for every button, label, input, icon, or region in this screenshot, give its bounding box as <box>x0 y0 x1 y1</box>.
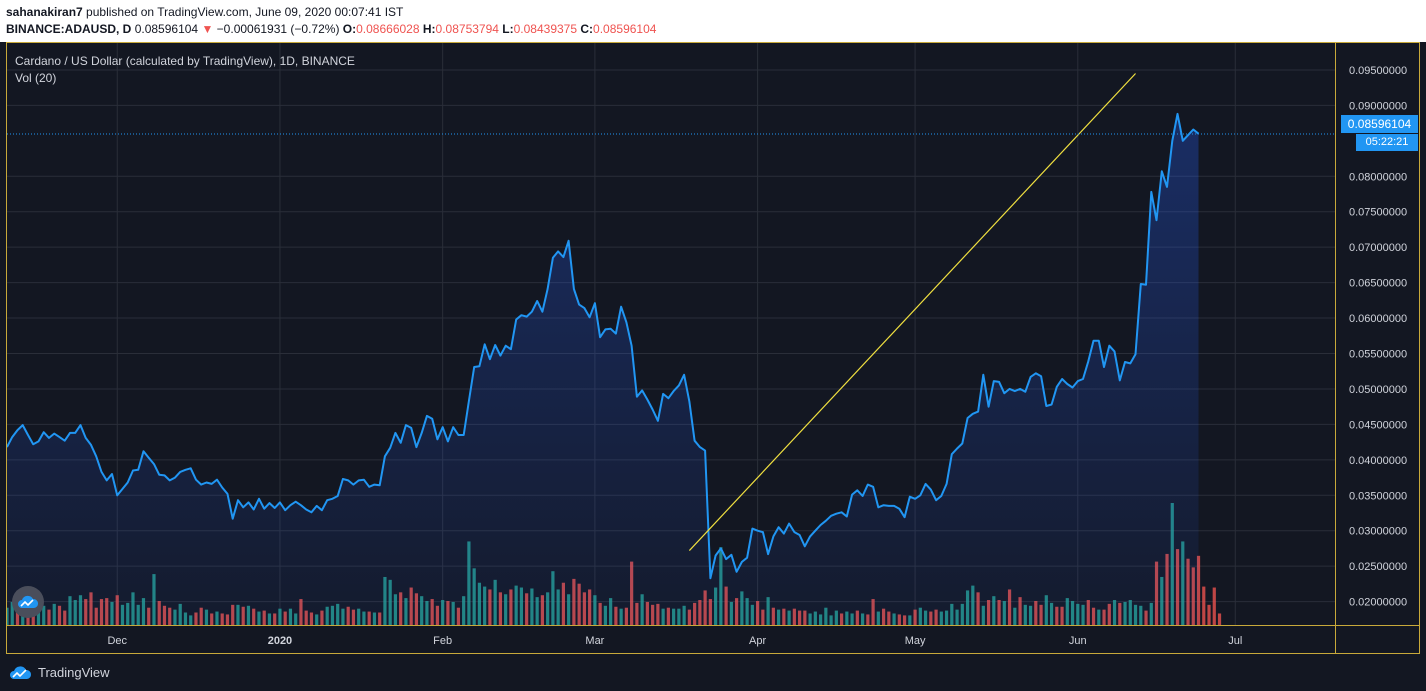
cloud-icon <box>18 595 38 608</box>
down-arrow-icon: ▼ <box>201 22 214 36</box>
price-chart[interactable]: 0.02000000 0.02500000 0.03000000 0.03500000… <box>7 43 1419 653</box>
current-price-tag: 0.08596104 <box>1341 115 1418 133</box>
time-axis-label: Feb <box>433 635 452 647</box>
tradingview-logo[interactable]: TradingView <box>10 665 110 680</box>
footer-brand: TradingView <box>38 665 110 680</box>
last-price: 0.08596104 <box>134 22 199 36</box>
price-axis-label: 0.08000000 <box>1349 171 1407 183</box>
open-value: 0.08666028 <box>356 22 420 36</box>
price-axis-label: 0.02000000 <box>1349 597 1407 609</box>
price-area-fill <box>7 113 1199 626</box>
countdown-tag: 05:22:21 <box>1356 134 1418 151</box>
price-axis-label: 0.06500000 <box>1349 278 1407 290</box>
close-label: C: <box>580 22 594 36</box>
price-axis-label: 0.02500000 <box>1349 561 1407 573</box>
tradingview-cloud-button[interactable] <box>12 586 44 618</box>
price-axis-label: 0.05500000 <box>1349 348 1407 360</box>
price-axis-label: 0.07500000 <box>1349 207 1407 219</box>
time-axis-label: Apr <box>749 635 766 647</box>
volume-bar <box>1202 586 1206 625</box>
price-axis-label: 0.03000000 <box>1349 526 1407 538</box>
time-axis-label: May <box>905 635 926 647</box>
chart-frame <box>6 42 1420 654</box>
time-axis-label: 2020 <box>268 635 292 647</box>
time-axis-label: Mar <box>585 635 604 647</box>
price-axis-label: 0.09500000 <box>1349 65 1407 77</box>
price-axis-label: 0.07000000 <box>1349 242 1407 254</box>
high-value: 0.08753794 <box>435 22 499 36</box>
price-line <box>7 112 1200 580</box>
low-label: L: <box>502 22 514 36</box>
volume-bar <box>1212 587 1216 625</box>
publish-header: sahanakiran7 published on TradingView.co… <box>0 0 1426 42</box>
price-axis-label: 0.04000000 <box>1349 455 1407 467</box>
publish-date: published on TradingView.com, June 09, 2… <box>82 5 404 19</box>
volume-bar <box>1207 604 1211 625</box>
price-axis-label: 0.06000000 <box>1349 313 1407 325</box>
open-label: O: <box>342 22 357 36</box>
volume-legend: Vol (20) <box>15 71 57 85</box>
publish-info: sahanakiran7 published on TradingView.co… <box>6 5 403 19</box>
close-value: 0.08596104 <box>593 22 657 36</box>
price-axis-label: 0.09000000 <box>1349 100 1407 112</box>
change-value: −0.00061931 (−0.72%) <box>216 22 340 36</box>
trend-line <box>688 73 1136 551</box>
time-axis-label: Jul <box>1228 635 1242 647</box>
price-axis-label: 0.03500000 <box>1349 490 1407 502</box>
time-axis-label: Jun <box>1069 635 1087 647</box>
volume-bar <box>1217 613 1222 625</box>
ohlc-info: BINANCE:ADAUSD, D 0.08596104 ▼ −0.000619… <box>6 22 656 36</box>
price-axis-label: 0.05000000 <box>1349 384 1407 396</box>
tradingview-cloud-icon <box>10 666 32 679</box>
volume-bar <box>1196 555 1201 625</box>
symbol-label: BINANCE:ADAUSD, D <box>6 22 132 36</box>
high-label: H: <box>422 22 436 36</box>
time-axis-label: Dec <box>107 635 127 647</box>
chart-legend-title: Cardano / US Dollar (calculated by Tradi… <box>15 54 355 68</box>
low-value: 0.08439375 <box>513 22 578 36</box>
footer <box>0 655 1426 691</box>
price-axis-label: 0.04500000 <box>1349 419 1407 431</box>
author-name[interactable]: sahanakiran7 <box>6 5 83 19</box>
